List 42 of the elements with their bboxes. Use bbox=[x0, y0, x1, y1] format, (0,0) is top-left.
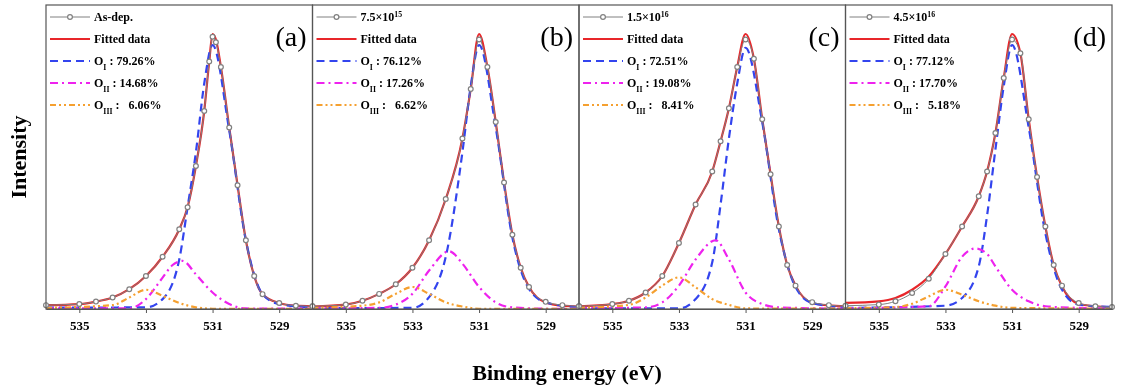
legend-label: 1.5×10$^{16}$ bbox=[627, 9, 669, 24]
legend-label: O$_{III}$ : 6.62% bbox=[360, 98, 428, 116]
x-tick-label: 531 bbox=[469, 318, 490, 334]
x-tick-label: 535 bbox=[603, 318, 624, 334]
legend-label: 7.5×10$^{15}$ bbox=[360, 9, 403, 24]
legend-label: Fitted data bbox=[94, 32, 151, 46]
legend-label: Fitted data bbox=[360, 32, 417, 46]
x-tick-label: 535 bbox=[336, 318, 357, 334]
legend-label: O$_{I}$ : 79.26% bbox=[94, 54, 156, 72]
x-tick-label: 533 bbox=[669, 318, 690, 334]
x-tick-label: 531 bbox=[1002, 318, 1023, 334]
legend-label: O$_{I}$ : 77.12% bbox=[893, 54, 955, 72]
legend-label: O$_{I}$ : 76.12% bbox=[360, 54, 422, 72]
legend-label: O$_{II}$ : 17.26% bbox=[360, 76, 425, 94]
x-tick-label: 533 bbox=[136, 318, 157, 334]
legend-label: Fitted data bbox=[893, 32, 950, 46]
annotation: (c) bbox=[808, 21, 840, 52]
legend-label: O$_{III}$ : 8.41% bbox=[627, 98, 695, 116]
legend-label: O$_{III}$ : 6.06% bbox=[94, 98, 162, 116]
legend-label: Fitted data bbox=[627, 32, 684, 46]
annotation: (a) bbox=[275, 21, 307, 52]
x-tick-label: 531 bbox=[736, 318, 756, 334]
x-tick-label: 533 bbox=[403, 318, 424, 334]
annotation: (d) bbox=[1073, 21, 1106, 52]
x-axis-title: Binding energy (eV) bbox=[472, 360, 662, 385]
x-tick-label: 533 bbox=[936, 318, 957, 334]
legend-label: O$_{II}$ : 19.08% bbox=[627, 76, 692, 94]
legend-label: 4.5×10$^{16}$ bbox=[893, 9, 936, 24]
legend-label: O$_{II}$ : 14.68% bbox=[94, 76, 159, 94]
x-tick-label: 529 bbox=[1069, 318, 1090, 334]
y-axis-title: Intensity bbox=[6, 115, 31, 199]
x-tick-label: 529 bbox=[269, 318, 290, 334]
x-tick-label: 535 bbox=[869, 318, 890, 334]
legend-label: O$_{III}$ : 5.18% bbox=[893, 98, 961, 116]
legend-label: As-dep. bbox=[94, 10, 134, 24]
x-tick-label: 535 bbox=[70, 318, 91, 334]
x-tick-label: 529 bbox=[536, 318, 557, 334]
annotation: (b) bbox=[540, 21, 573, 52]
x-tick-label: 531 bbox=[203, 318, 223, 334]
x-tick-label: 529 bbox=[802, 318, 823, 334]
legend-label: O$_{II}$ : 17.70% bbox=[893, 76, 958, 94]
legend-label: O$_{I}$ : 72.51% bbox=[627, 54, 689, 72]
